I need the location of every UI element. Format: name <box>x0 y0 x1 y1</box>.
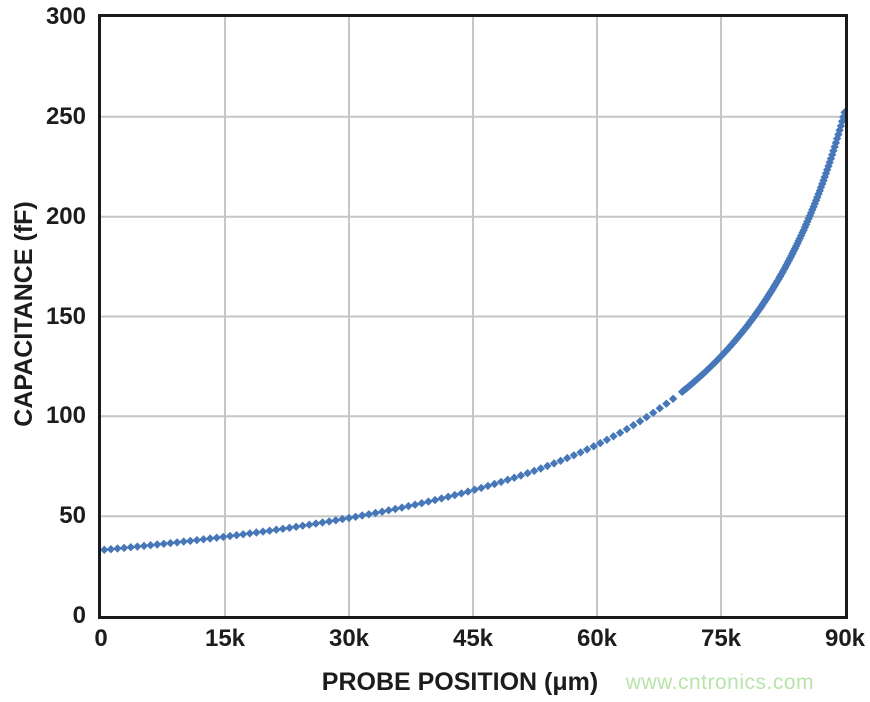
x-tick-label: 90k <box>824 625 866 652</box>
x-tick-label: 60k <box>576 625 618 652</box>
y-tick-label: 100 <box>45 402 86 430</box>
x-tick-label: 15k <box>204 625 246 652</box>
plot-canvas <box>101 17 845 616</box>
x-tick-label: 45k <box>452 625 494 652</box>
x-tick-label: 75k <box>700 625 742 652</box>
y-tick-label: 150 <box>45 302 86 330</box>
y-tick-label: 300 <box>45 3 86 30</box>
plot-area <box>98 14 848 619</box>
y-tick-label: 200 <box>45 202 86 230</box>
y-tick-label: 50 <box>59 502 86 530</box>
y-tick-label: 250 <box>45 102 86 130</box>
x-tick-label: 30k <box>328 625 370 652</box>
x-axis-title: PROBE POSITION (μm) <box>321 668 599 696</box>
watermark-text: www.cntronics.com <box>625 671 814 694</box>
x-tick-label: 0 <box>94 625 108 652</box>
y-tick-label: 0 <box>72 602 86 629</box>
